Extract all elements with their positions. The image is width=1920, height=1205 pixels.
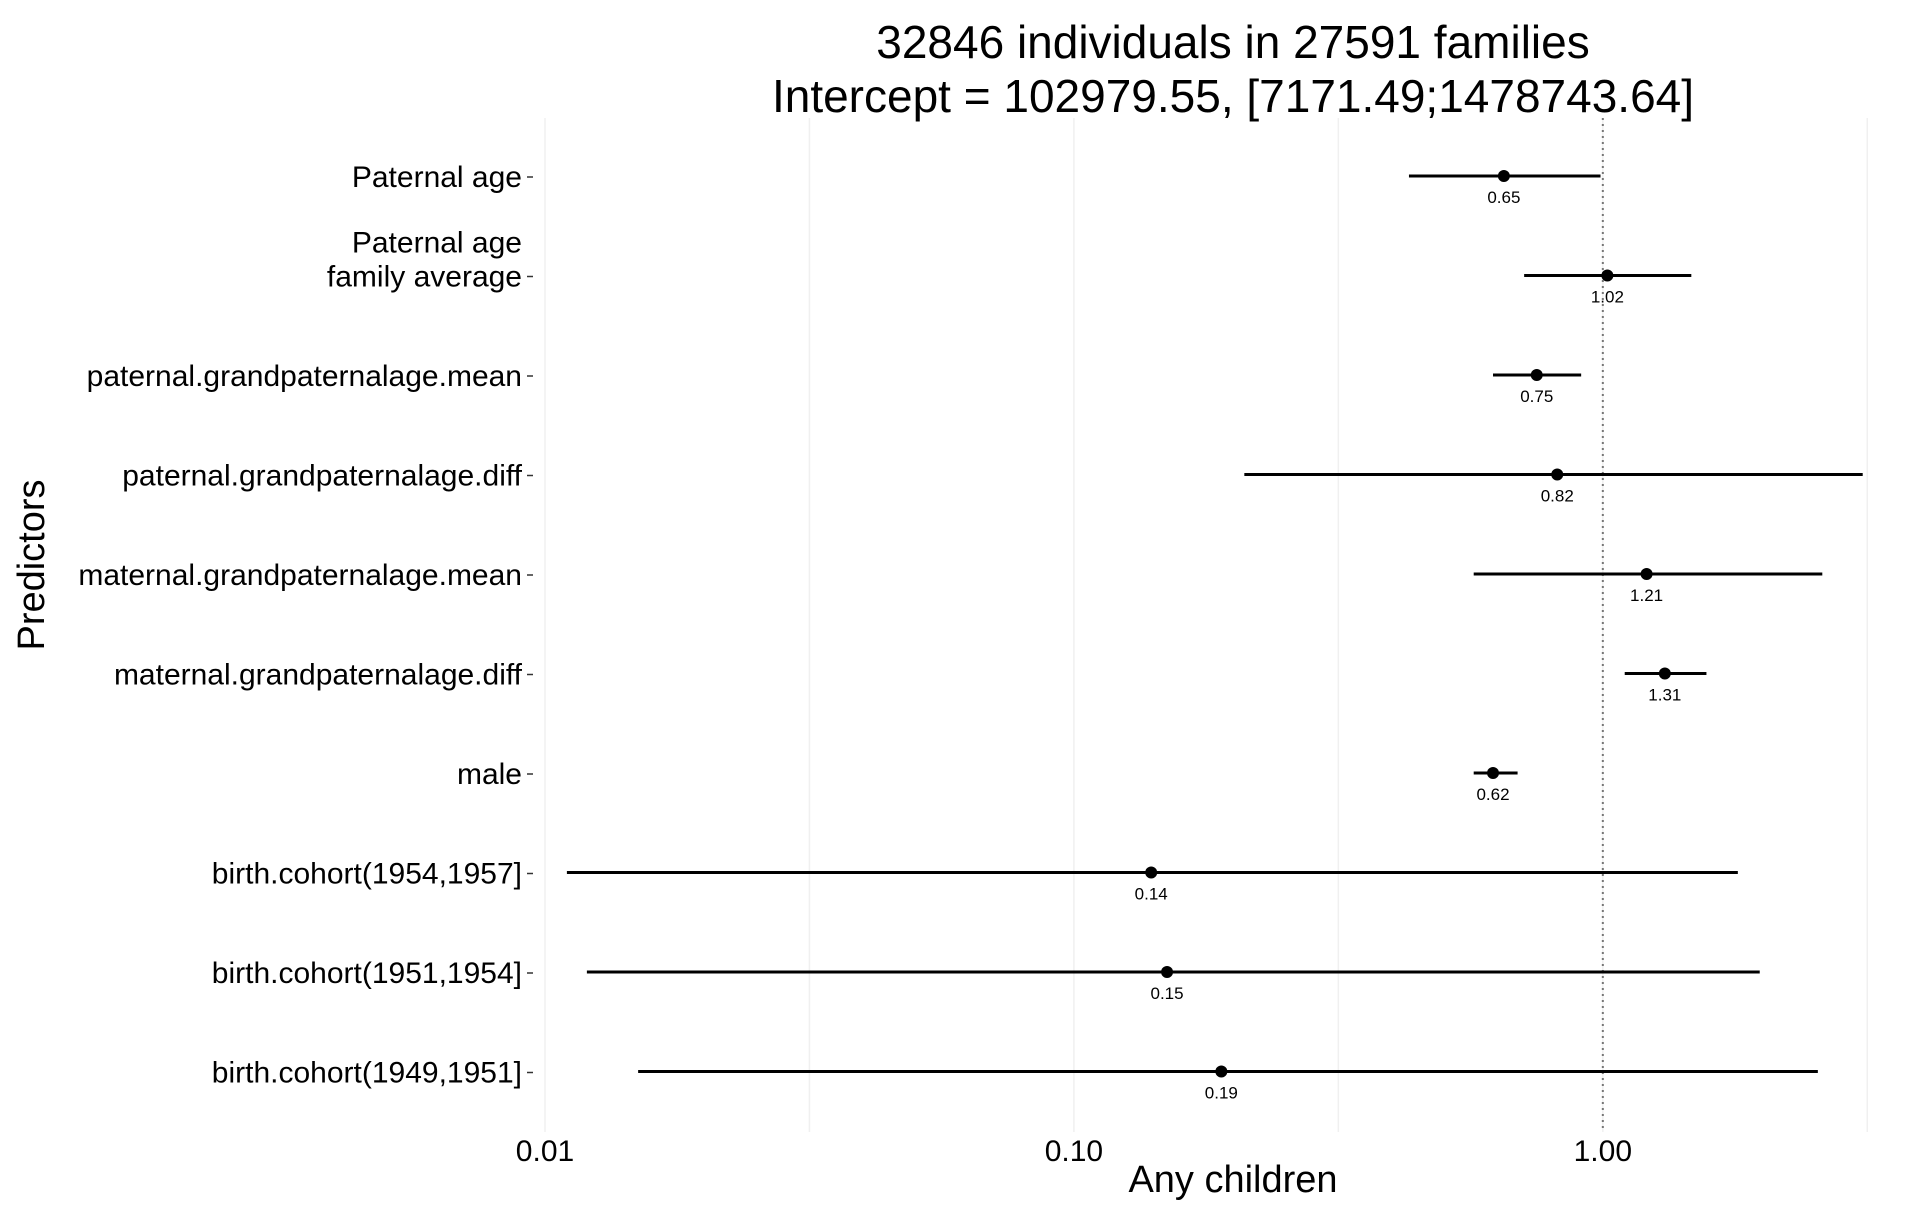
y-axis-title: Predictors xyxy=(11,479,53,650)
estimate-value-label: 0.15 xyxy=(1151,984,1184,1003)
predictor-label: birth.cohort(1949,1951] xyxy=(212,1057,522,1090)
estimate-value-label: 0.14 xyxy=(1135,885,1168,904)
estimate-point xyxy=(1145,866,1158,879)
estimate-point xyxy=(1497,170,1510,182)
predictor-label: Paternal age xyxy=(352,227,522,260)
estimate-point xyxy=(1215,1065,1228,1078)
predictor-label: birth.cohort(1951,1954] xyxy=(212,957,522,990)
predictor-label: family average xyxy=(327,261,522,294)
predictor-label: paternal.grandpaternalage.diff xyxy=(122,460,522,493)
x-tick-label: 0.01 xyxy=(516,1135,574,1168)
x-axis-title: Any children xyxy=(1128,1159,1337,1200)
estimate-value-label: 0.62 xyxy=(1476,785,1509,804)
estimate-value-label: 1.02 xyxy=(1591,288,1624,307)
estimate-value-label: 0.75 xyxy=(1520,387,1553,406)
predictor-label: paternal.grandpaternalage.mean xyxy=(87,360,522,393)
predictor-label: maternal.grandpaternalage.diff xyxy=(114,659,523,692)
labels-layer: 0.01 0.10 1.00 Paternal age 0.65 Paternal age… xyxy=(78,161,1681,1168)
x-tick-label: 0.10 xyxy=(1045,1135,1103,1168)
estimate-point xyxy=(1530,369,1543,381)
estimate-value-label: 0.82 xyxy=(1541,487,1574,506)
estimate-value-label: 0.65 xyxy=(1487,188,1520,207)
estimate-point xyxy=(1601,269,1614,282)
predictor-label: maternal.grandpaternalage.mean xyxy=(78,559,522,592)
predictor-label: Paternal age xyxy=(352,161,522,194)
predictor-label: male xyxy=(457,758,522,791)
marks-layer xyxy=(566,170,1863,1078)
grid-layer xyxy=(544,118,1869,1132)
estimate-point xyxy=(1161,966,1174,978)
estimate-point xyxy=(1551,468,1564,481)
estimate-point xyxy=(1658,667,1671,680)
chart-title-line-2: Intercept = 102979.55, [7171.49;1478743.… xyxy=(772,70,1694,122)
predictor-label: birth.cohort(1954,1957] xyxy=(212,858,522,891)
estimate-value-label: 0.19 xyxy=(1205,1084,1238,1103)
estimate-point xyxy=(1640,568,1653,580)
estimate-value-label: 1.31 xyxy=(1648,686,1681,705)
chart-title-line-1: 32846 individuals in 27591 families xyxy=(876,16,1589,68)
x-tick-label: 1.00 xyxy=(1574,1135,1632,1168)
estimate-value-label: 1.21 xyxy=(1630,586,1663,605)
estimate-point xyxy=(1487,767,1500,779)
